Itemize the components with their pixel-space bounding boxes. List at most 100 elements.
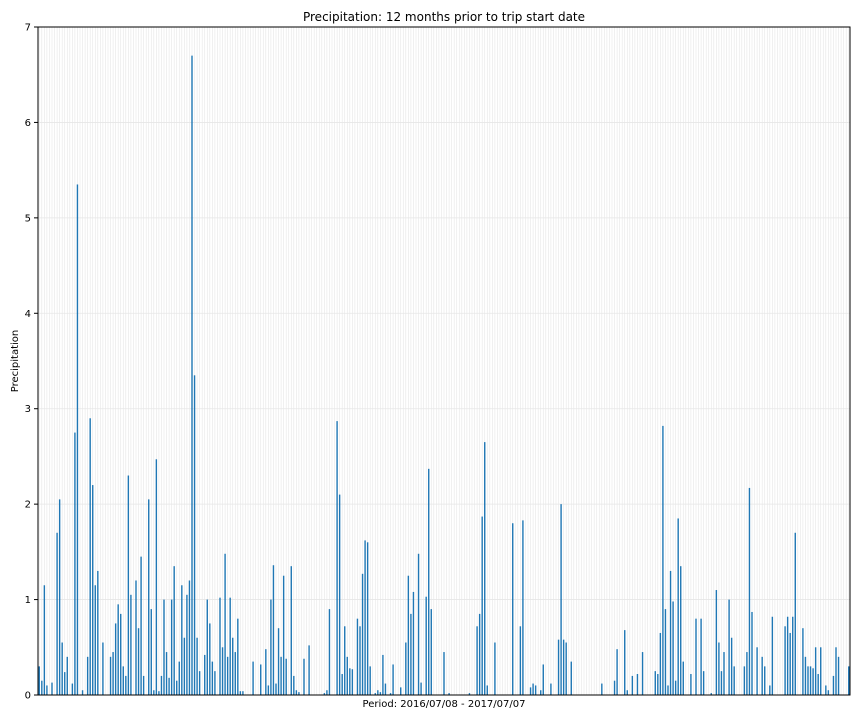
precipitation-bar (114, 623, 117, 695)
precipitation-bar (338, 494, 341, 695)
precipitation-bar (359, 626, 361, 695)
y-axis-label: Precipitation (10, 330, 21, 393)
precipitation-bar (97, 570, 99, 695)
precipitation-bar (756, 647, 758, 695)
precipitation-bar (720, 671, 723, 695)
precipitation-bar (814, 647, 817, 695)
precipitation-bar (219, 597, 221, 695)
precipitation-bar (382, 654, 384, 695)
precipitation-bar (807, 666, 809, 695)
precipitation-bar (349, 668, 351, 695)
precipitation-bar (550, 683, 552, 695)
precipitation-bar (158, 691, 160, 695)
precipitation-bar (751, 611, 753, 695)
precipitation-bar (377, 690, 379, 695)
precipitation-bar (601, 683, 603, 695)
precipitation-bar (239, 691, 242, 695)
precipitation-bar (135, 580, 137, 695)
precipitation-bar (529, 687, 532, 695)
precipitation-bar (272, 565, 275, 695)
precipitation-bar (641, 652, 644, 695)
precipitation-bar (794, 532, 796, 695)
precipitation-bar (631, 675, 634, 695)
precipitation-bar (771, 616, 774, 695)
precipitation-bar (326, 690, 328, 695)
precipitation-bar (193, 375, 196, 695)
precipitation-bar (562, 639, 565, 695)
precipitation-bar (150, 609, 152, 695)
precipitation-bar (252, 661, 254, 695)
precipitation-bar (191, 55, 193, 695)
y-tick-label: 3 (25, 404, 31, 415)
precipitation-bar (392, 664, 394, 695)
precipitation-bar (153, 690, 155, 695)
precipitation-bar (232, 637, 234, 695)
precipitation-bar (700, 618, 702, 695)
precipitation-bar (522, 520, 524, 695)
precipitation-bar (542, 664, 544, 695)
precipitation-bar (46, 685, 48, 695)
precipitation-bar (140, 556, 142, 695)
precipitation-bar (718, 642, 720, 695)
precipitation-bar (715, 590, 718, 695)
x-axis-label: Period: 2016/07/08 - 2017/07/07 (363, 699, 526, 710)
precipitation-bar (122, 666, 124, 695)
precipitation-bar (364, 540, 366, 695)
precipitation-bar (680, 566, 682, 695)
precipitation-bar (176, 680, 178, 695)
precipitation-bar (519, 626, 522, 695)
precipitation-bar (64, 672, 66, 695)
precipitation-bar (226, 656, 229, 695)
y-tick-label: 5 (25, 213, 31, 224)
precipitation-bar (204, 654, 206, 695)
precipitation-bar (695, 618, 697, 695)
precipitation-bar (361, 573, 364, 695)
precipitation-bar (448, 693, 450, 695)
precipitation-bar (786, 616, 789, 695)
precipitation-bar (89, 418, 91, 695)
y-tick-label: 2 (25, 500, 31, 511)
precipitation-bar (374, 693, 376, 695)
precipitation-bar (125, 675, 127, 695)
precipitation-bar (710, 693, 712, 695)
bars (38, 55, 850, 695)
precipitation-bar (38, 666, 40, 695)
precipitation-bar (163, 599, 165, 695)
precipitation-bar (285, 658, 287, 695)
precipitation-bar (369, 666, 371, 695)
precipitation-bar (817, 674, 819, 695)
precipitation-bar (76, 184, 79, 695)
precipitation-bar (234, 652, 236, 695)
precipitation-bar (188, 580, 191, 695)
precipitation-bar (160, 675, 163, 695)
precipitation-bar (74, 432, 76, 695)
y-tick-label: 4 (25, 309, 31, 320)
precipitation-bar (540, 690, 542, 695)
precipitation-bar (290, 566, 292, 695)
precipitation-bar (812, 668, 814, 695)
precipitation-bar (120, 613, 122, 695)
precipitation-bar (659, 632, 662, 695)
precipitation-bar (667, 685, 669, 695)
precipitation-bar (407, 575, 410, 695)
precipitation-bar (61, 642, 63, 695)
precipitation-bar (142, 675, 145, 695)
precipitation-bar (328, 609, 331, 695)
precipitation-bar (412, 591, 415, 695)
precipitation-bar (165, 652, 168, 695)
precipitation-bar (295, 690, 298, 695)
precipitation-bar (178, 661, 180, 695)
precipitation-bar (420, 682, 422, 695)
precipitation-bar (837, 656, 840, 695)
precipitation-bar (728, 599, 730, 695)
precipitation-bar (379, 692, 382, 695)
precipitation-bar (820, 647, 822, 695)
precipitation-bar (636, 674, 639, 695)
y-tick-label: 7 (25, 23, 31, 34)
precipitation-bar (298, 692, 300, 695)
precipitation-bar (92, 485, 94, 695)
precipitation-bar (242, 691, 244, 695)
precipitation-bar (748, 487, 751, 695)
precipitation-bar (560, 504, 562, 695)
precipitation-bar (356, 618, 359, 695)
